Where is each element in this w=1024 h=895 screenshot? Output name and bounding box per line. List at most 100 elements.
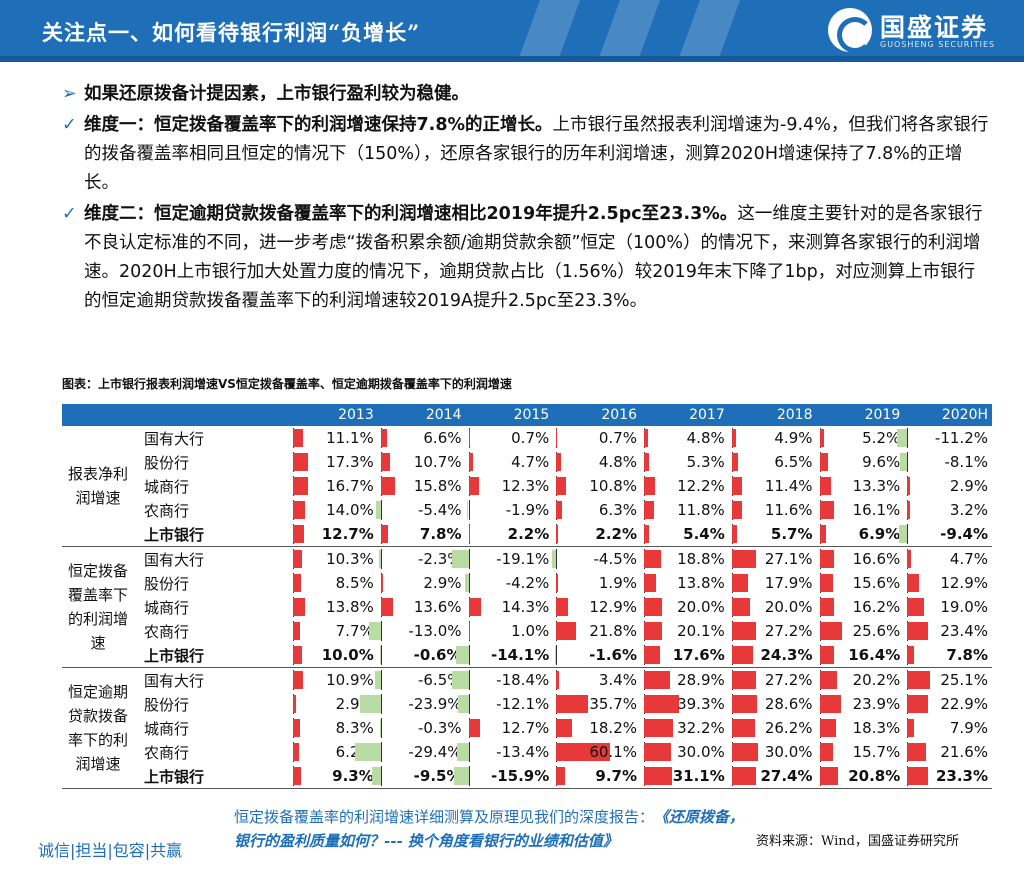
value-label: 20.2% — [852, 671, 901, 689]
table-row: 国有大行 10.9% -6.5% -18.4% 3.4% 28.9% 27.2% 20.2% 2… — [62, 668, 992, 692]
positive-bar — [907, 646, 915, 664]
value-cell: 27.4% — [729, 764, 817, 788]
value-label: 17.3% — [326, 453, 374, 471]
value-cell: 2.2% — [553, 522, 641, 546]
value-cell: 17.3% — [290, 450, 378, 474]
positive-bar — [819, 525, 826, 543]
value-cell: 13.8% — [290, 595, 378, 619]
value-label: 23.4% — [940, 622, 988, 640]
value-label: -9.5% — [413, 767, 462, 785]
value-cell: 2.9% — [904, 474, 992, 498]
value-label: 35.7% — [589, 695, 637, 713]
value-cell: 7.8% — [904, 643, 992, 667]
positive-bar — [556, 453, 561, 471]
negative-bar — [552, 550, 557, 568]
positive-bar — [819, 574, 834, 592]
value-label: 15.7% — [852, 743, 901, 761]
negative-bar — [897, 429, 908, 447]
value-label: 21.8% — [589, 622, 637, 640]
table-row: 农商行6.2%-29.4%-13.4%60.1%30.0%30.0%15.7%2… — [62, 740, 992, 764]
value-cell: 8.5% — [290, 571, 378, 595]
value-cell: 15.7% — [817, 740, 905, 764]
page-title: 关注点一、如何看待银行利润“负增长” — [42, 20, 421, 45]
year-header-2016: 2016 — [601, 407, 637, 423]
check-bullet-icon: ✓ — [62, 115, 77, 135]
logo-name: 国盛证券 — [880, 13, 989, 42]
value-cell: 11.8% — [641, 498, 729, 522]
value-cell: -4.5% — [552, 547, 641, 571]
value-label: 0.7% — [598, 429, 637, 447]
value-cell: 12.7% — [466, 716, 554, 740]
positive-bar — [644, 501, 655, 519]
bar-axis-line — [468, 742, 470, 762]
value-label: 23.9% — [852, 695, 901, 713]
positive-bar — [644, 525, 649, 543]
value-cell: 9.6% — [817, 450, 905, 474]
value-cell: 2.9% — [378, 571, 466, 595]
value-label: 19.0% — [940, 598, 988, 616]
value-label: 0.7% — [511, 429, 550, 447]
value-label: -6.5% — [417, 671, 462, 689]
value-label: -14.1% — [490, 646, 550, 664]
positive-bar — [907, 743, 927, 761]
positive-bar — [731, 719, 756, 737]
value-cell: 10.7% — [378, 450, 466, 474]
year-header-2018: 2018 — [776, 407, 813, 423]
value-label: 13.6% — [413, 598, 462, 616]
positive-bar — [468, 622, 470, 640]
table-row: 股份行 17.3% 10.7% 4.7% 4.8% 5.3% 6.5% 9.6% -8.1% — [62, 450, 992, 474]
value-label: -0.3% — [417, 719, 462, 737]
year-header-2013: 2013 — [338, 407, 374, 423]
bank-type-label: 城商行 — [144, 477, 190, 496]
negative-bar — [900, 453, 908, 471]
value-label: -23.9% — [408, 695, 462, 713]
value-label: 12.7% — [501, 719, 550, 737]
positive-bar — [556, 767, 565, 785]
bar-axis-line — [907, 428, 909, 448]
value-label: 16.4% — [848, 646, 901, 664]
value-cell: 5.2% — [817, 426, 905, 450]
positive-bar — [907, 550, 912, 568]
positive-bar — [819, 453, 829, 471]
value-cell: 23.9% — [817, 692, 905, 716]
positive-bar — [644, 550, 661, 568]
positive-bar — [293, 671, 303, 689]
value-label: 5.4% — [683, 525, 725, 543]
negative-bar — [456, 743, 469, 761]
bank-type-label: 农商行 — [144, 622, 190, 641]
value-cell: 19.0% — [904, 595, 992, 619]
header-blank-cell — [62, 404, 290, 426]
positive-bar — [293, 622, 300, 640]
value-label: 7.9% — [949, 719, 988, 737]
bank-type-label: 农商行 — [144, 743, 190, 762]
value-label: 14.0% — [326, 501, 374, 519]
value-label: 60.1% — [589, 743, 637, 761]
positive-bar — [731, 501, 743, 519]
value-label: 15.6% — [852, 574, 901, 592]
value-label: 26.2% — [764, 719, 813, 737]
value-cell: 10.3% — [290, 547, 378, 571]
value-label: 10.8% — [589, 477, 637, 495]
table-row: 上市银行 12.7% 7.8% 2.2% 2.2% 5.4% 5.7% 6.9% -9.4% — [62, 522, 992, 546]
positive-bar — [819, 598, 834, 616]
group-label: 恒定逾期贷款拨备率下的利润增速 — [67, 683, 128, 773]
arrow-bullet-icon: ➢ — [62, 84, 77, 104]
positive-bar — [819, 477, 832, 495]
positive-bar — [819, 429, 825, 447]
positive-bar — [293, 477, 308, 495]
positive-bar — [380, 525, 388, 543]
value-label: 4.7% — [511, 453, 550, 471]
value-cell: 0.7% — [553, 426, 641, 450]
value-label: 4.9% — [774, 429, 813, 447]
value-label: 10.0% — [321, 646, 374, 664]
value-label: 6.3% — [598, 501, 637, 519]
value-cell: 6.5% — [729, 450, 817, 474]
value-cell: 4.7% — [904, 547, 992, 571]
value-cell: 3.4% — [553, 668, 641, 692]
value-label: 25.1% — [940, 671, 988, 689]
positive-bar — [644, 622, 662, 640]
value-cell: -1.9% — [466, 498, 554, 522]
value-cell: 22.9% — [904, 692, 992, 716]
report-title-link[interactable]: 《还原拨备，银行的盈利质量如何？--- 换个角度看银行的业绩和估值》 — [234, 808, 745, 850]
value-cell: 17.9% — [729, 571, 817, 595]
